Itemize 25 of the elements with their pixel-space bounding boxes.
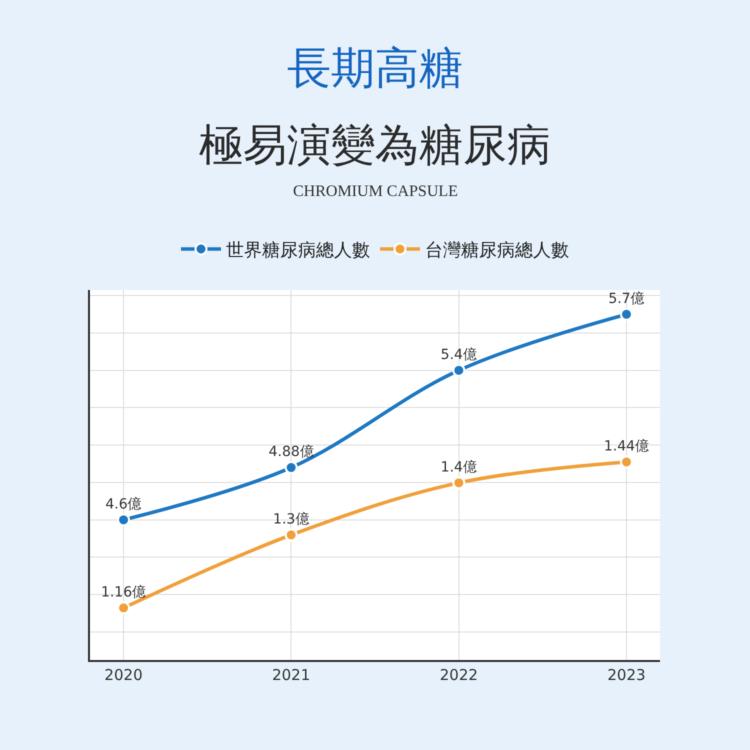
chart-title: 長期高糖 bbox=[287, 42, 463, 94]
legend-label: 世界糖尿病總人數 bbox=[226, 240, 370, 262]
text: CHROMIUM CAPSULE bbox=[293, 183, 458, 200]
chart-subtitle: 極易演變為糖尿病 bbox=[199, 120, 551, 171]
point bbox=[117, 513, 130, 526]
data-label: 1.44億 bbox=[604, 438, 650, 455]
data-label: 4.88億 bbox=[268, 444, 314, 460]
data-label: 5.7億 bbox=[608, 290, 645, 307]
point bbox=[452, 476, 466, 490]
point bbox=[620, 455, 633, 468]
x-tick-label: 2022 bbox=[440, 666, 478, 684]
data-label: 1.3億 bbox=[273, 512, 310, 528]
point bbox=[117, 601, 130, 614]
x-tick-label: 2021 bbox=[272, 666, 310, 684]
x-tick-label: 2020 bbox=[104, 666, 143, 684]
legend-label: 台灣糖尿病總人數 bbox=[425, 240, 569, 262]
x-tick-label: 2023 bbox=[607, 666, 646, 684]
data-label: 1.16億 bbox=[100, 584, 146, 601]
data-label: 1.4億 bbox=[440, 459, 477, 476]
point bbox=[284, 461, 298, 474]
data-label: 4.6億 bbox=[105, 496, 142, 512]
point bbox=[452, 364, 466, 377]
point bbox=[284, 528, 298, 542]
data-label: 5.4億 bbox=[440, 346, 477, 363]
point bbox=[620, 308, 633, 321]
